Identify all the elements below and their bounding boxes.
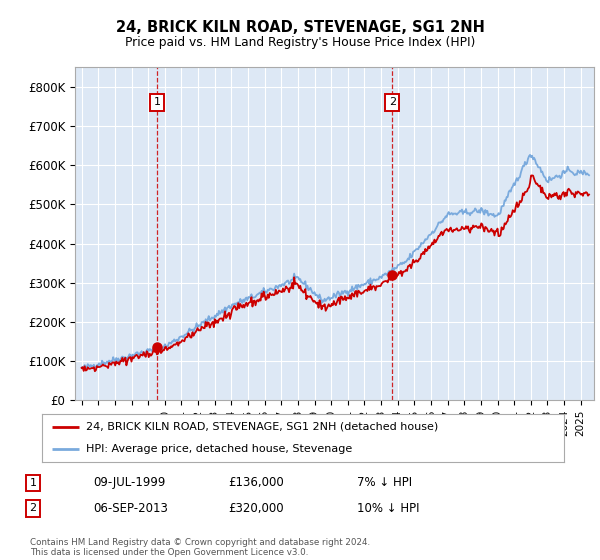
Text: 24, BRICK KILN ROAD, STEVENAGE, SG1 2NH: 24, BRICK KILN ROAD, STEVENAGE, SG1 2NH bbox=[116, 20, 484, 35]
Text: 2: 2 bbox=[29, 503, 37, 514]
Text: 2: 2 bbox=[389, 97, 396, 108]
Text: 1: 1 bbox=[29, 478, 37, 488]
Text: Price paid vs. HM Land Registry's House Price Index (HPI): Price paid vs. HM Land Registry's House … bbox=[125, 36, 475, 49]
Text: 06-SEP-2013: 06-SEP-2013 bbox=[93, 502, 168, 515]
Text: £136,000: £136,000 bbox=[228, 476, 284, 489]
Text: 1: 1 bbox=[154, 97, 160, 108]
Text: 7% ↓ HPI: 7% ↓ HPI bbox=[357, 476, 412, 489]
Text: £320,000: £320,000 bbox=[228, 502, 284, 515]
Text: HPI: Average price, detached house, Stevenage: HPI: Average price, detached house, Stev… bbox=[86, 444, 353, 454]
Text: 24, BRICK KILN ROAD, STEVENAGE, SG1 2NH (detached house): 24, BRICK KILN ROAD, STEVENAGE, SG1 2NH … bbox=[86, 422, 439, 432]
Text: 10% ↓ HPI: 10% ↓ HPI bbox=[357, 502, 419, 515]
Text: Contains HM Land Registry data © Crown copyright and database right 2024.
This d: Contains HM Land Registry data © Crown c… bbox=[30, 538, 370, 557]
Text: 09-JUL-1999: 09-JUL-1999 bbox=[93, 476, 166, 489]
